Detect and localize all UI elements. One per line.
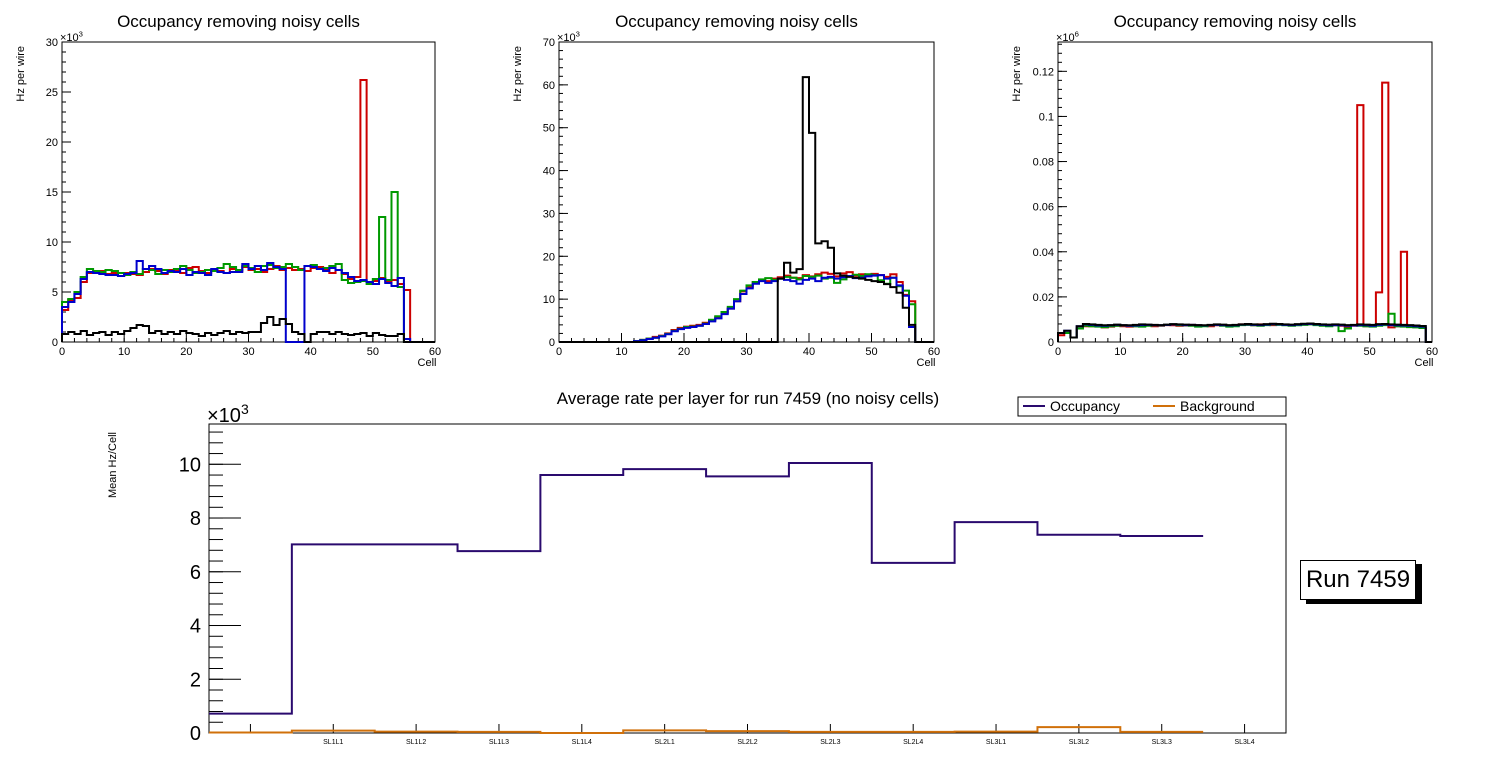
y-tick-label: 5 [52, 287, 58, 299]
axis-scale-label: ×103 [557, 30, 580, 44]
axis-scale-label: ×103 [60, 30, 83, 44]
x-tick-label: 20 [180, 346, 192, 358]
y-tick-label: 20 [46, 137, 58, 149]
x-tick-label: 20 [1177, 346, 1189, 358]
y-axis-label: Mean Hz/Cell [107, 432, 119, 498]
x-tick-label: 20 [678, 346, 690, 358]
y-tick-label: 6 [190, 562, 201, 584]
y-tick-label: 20 [543, 251, 555, 263]
legend: Occupancy Background [1017, 396, 1287, 417]
series-red [61, 79, 435, 343]
y-tick-label: 15 [46, 187, 58, 199]
category-label: SL1L1 [323, 739, 343, 746]
category-label: SL3L4 [1234, 739, 1254, 746]
series-red [1057, 81, 1432, 343]
y-tick-label: 0 [1048, 337, 1054, 349]
x-tick-label: 10 [118, 346, 130, 358]
y-tick-label: 10 [46, 237, 58, 249]
category-label: SL2L2 [737, 739, 757, 746]
axis-scale-label: ×103 [207, 401, 249, 427]
series-green [559, 273, 934, 343]
category-label: SL1L2 [406, 739, 426, 746]
y-tick-label: 0.12 [1033, 66, 1054, 78]
category-label: SL1L4 [572, 739, 592, 746]
category-label: SL1L3 [489, 739, 509, 746]
y-tick-label: 40 [543, 166, 555, 178]
plot-frame [558, 41, 935, 343]
plot-frame [208, 423, 1287, 734]
category-label: SL3L1 [986, 739, 1006, 746]
x-tick-label: 30 [740, 346, 752, 358]
histogram-panel-1: Occupancy removing noisy cells 0 5 10 15 20 25… [15, 12, 441, 369]
histogram-panel-3: Occupancy removing noisy cells 0 0.02 0.04 0… [1011, 12, 1438, 369]
x-axis-label: Cell [1415, 357, 1434, 369]
x-tick-label: 60 [1426, 346, 1438, 358]
axis-scale-label: ×106 [1056, 30, 1079, 44]
series-background [209, 726, 1204, 734]
category-label: SL2L3 [820, 739, 840, 746]
y-tick-label: 0.02 [1033, 292, 1054, 304]
histogram-panel-2: Occupancy removing noisy cells 0 10 20 30 40 5… [512, 12, 940, 369]
y-tick-label: 10 [543, 294, 555, 306]
legend-label-background: Background [1180, 398, 1255, 414]
y-tick-label: 25 [46, 87, 58, 99]
x-tick-label: 40 [1301, 346, 1313, 358]
plot-title: Occupancy removing noisy cells [117, 12, 360, 31]
x-axis-label: Cell [418, 357, 437, 369]
x-tick-label: 0 [556, 346, 562, 358]
y-tick-label: 10 [179, 454, 201, 476]
legend-label-occupancy: Occupancy [1050, 398, 1120, 414]
y-tick-label: 30 [46, 37, 58, 49]
x-tick-label: 50 [865, 346, 877, 358]
y-tick-label: 2 [190, 669, 201, 691]
x-tick-label: 60 [928, 346, 940, 358]
category-label: SL2L1 [655, 739, 675, 746]
y-tick-label: 60 [543, 80, 555, 92]
y-tick-label: 0.08 [1033, 157, 1054, 169]
x-tick-label: 30 [242, 346, 254, 358]
x-tick-label: 0 [1055, 346, 1061, 358]
series-blue [559, 274, 934, 343]
plot-title: Average rate per layer for run 7459 (no … [557, 389, 939, 408]
x-tick-label: 40 [305, 346, 317, 358]
plot-frame [61, 41, 436, 343]
y-axis-label: Hz per wire [15, 46, 27, 102]
y-axis-label: Hz per wire [1011, 46, 1023, 102]
y-tick-label: 0.1 [1039, 111, 1054, 123]
x-tick-label: 50 [1364, 346, 1376, 358]
x-tick-label: 0 [59, 346, 65, 358]
series-black [61, 316, 435, 343]
x-tick-label: 60 [429, 346, 441, 358]
y-tick-label: 0 [549, 337, 555, 349]
x-tick-label: 10 [1114, 346, 1126, 358]
x-axis-label: Cell [917, 357, 936, 369]
plot-title: Occupancy removing noisy cells [615, 12, 858, 31]
y-tick-label: 0 [52, 337, 58, 349]
x-tick-label: 50 [367, 346, 379, 358]
category-label: SL3L2 [1069, 739, 1089, 746]
series-black [1057, 322, 1432, 343]
y-tick-label: 70 [543, 37, 555, 49]
y-tick-label: 0.04 [1033, 247, 1054, 259]
y-tick-label: 4 [190, 616, 201, 638]
series-black [559, 76, 934, 343]
category-label: SL3L3 [1152, 739, 1172, 746]
run-label-box: Run 7459 [1300, 560, 1416, 600]
series-occupancy [209, 461, 1204, 715]
y-axis-label: Hz per wire [512, 46, 524, 102]
x-tick-label: 30 [1239, 346, 1251, 358]
average-rate-panel: Average rate per layer for run 7459 (no … [107, 389, 1287, 746]
y-tick-label: 30 [543, 208, 555, 220]
y-tick-label: 8 [190, 508, 201, 530]
category-label: SL2L4 [903, 739, 923, 746]
x-tick-label: 10 [615, 346, 627, 358]
legend-frame [1017, 396, 1287, 417]
x-tick-label: 40 [803, 346, 815, 358]
series-blue [61, 260, 435, 343]
y-tick-label: 50 [543, 123, 555, 135]
y-tick-label: 0.06 [1033, 202, 1054, 214]
plot-title: Occupancy removing noisy cells [1114, 12, 1357, 31]
y-tick-label: 0 [190, 723, 201, 745]
